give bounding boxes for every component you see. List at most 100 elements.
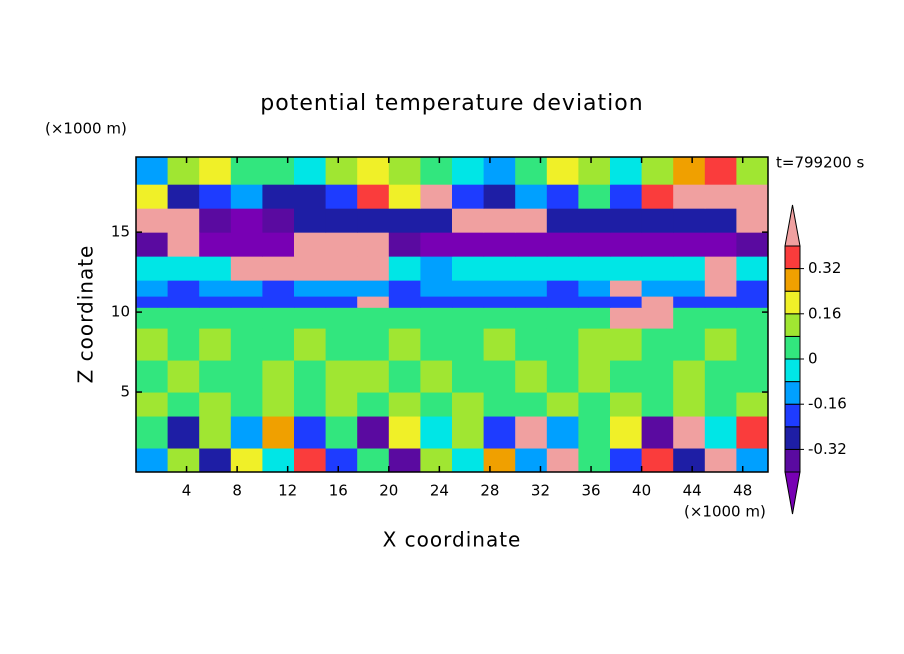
contour-cell: [641, 256, 674, 281]
contour-cell: [325, 184, 358, 209]
x-tick-label: 16: [329, 482, 348, 500]
contour-cell: [546, 280, 579, 297]
contour-cell: [136, 256, 169, 281]
contour-cell: [357, 307, 390, 329]
contour-cell: [262, 307, 295, 329]
contour-cell: [136, 208, 169, 233]
contour-cell: [546, 392, 579, 417]
contour-cell: [357, 280, 390, 297]
contour-cell: [357, 184, 390, 209]
contour-cell: [294, 208, 327, 233]
contour-cell: [546, 184, 579, 209]
contour-cell: [483, 256, 516, 281]
contour-cell: [325, 392, 358, 417]
contour-cell: [673, 416, 706, 449]
contour-cell: [704, 184, 737, 209]
contour-cell: [704, 296, 737, 308]
contour-cell: [230, 296, 263, 308]
colorbar-tick-label: -0.16: [808, 395, 847, 413]
contour-cell: [452, 280, 485, 297]
contour-cell: [325, 360, 358, 393]
contour-cell: [736, 360, 769, 393]
contour-cell: [641, 296, 674, 308]
contour-cell: [136, 448, 169, 473]
contour-cell: [294, 232, 327, 257]
contour-cell: [483, 360, 516, 393]
contour-cell: [167, 448, 200, 473]
contour-cell: [515, 307, 548, 329]
contour-cell: [230, 307, 263, 329]
y-tick-label: 10: [111, 303, 130, 321]
x-tick-label: 40: [632, 482, 651, 500]
contour-cell: [325, 256, 358, 281]
contour-cell: [610, 448, 643, 473]
contour-cell: [420, 360, 453, 393]
contour-cell: [578, 208, 611, 233]
contour-cell: [262, 232, 295, 257]
contour-cell: [388, 448, 421, 473]
contour-cell: [325, 448, 358, 473]
contour-cell: [357, 360, 390, 393]
contour-cell: [262, 296, 295, 308]
contour-cell: [483, 307, 516, 329]
contour-cell: [452, 296, 485, 308]
contour-cell: [736, 392, 769, 417]
contour-cell: [546, 360, 579, 393]
contour-cell: [736, 208, 769, 233]
contour-cell: [262, 328, 295, 361]
y-tick-label: 5: [120, 383, 130, 401]
contour-cell: [452, 448, 485, 473]
contour-cell: [230, 448, 263, 473]
y-tick-label: 15: [111, 223, 130, 241]
contour-cell: [294, 157, 327, 185]
contour-cell: [452, 328, 485, 361]
contour-cell: [199, 392, 232, 417]
contour-cell: [136, 328, 169, 361]
contour-cell: [199, 448, 232, 473]
x-tick-label: 4: [182, 482, 192, 500]
contour-cell: [262, 256, 295, 281]
contour-cell: [736, 448, 769, 473]
contour-cell: [420, 448, 453, 473]
contour-cell: [388, 184, 421, 209]
contour-cell: [167, 416, 200, 449]
colorbar: -0.32 -0.16 0 0.16 0.32: [784, 204, 847, 515]
contour-cell: [230, 208, 263, 233]
contour-cell: [388, 280, 421, 297]
contour-cell: [704, 328, 737, 361]
colorbar-box: [784, 245, 801, 270]
contour-cell: [641, 416, 674, 449]
contour-cell: [294, 360, 327, 393]
contour-cell: [388, 360, 421, 393]
contour-cell: [578, 184, 611, 209]
contour-cell: [610, 208, 643, 233]
contour-cell: [704, 232, 737, 257]
contour-cell: [641, 232, 674, 257]
contour-cell: [136, 392, 169, 417]
contour-cell: [420, 157, 453, 185]
contour-cell: [230, 328, 263, 361]
contour-cell: [388, 256, 421, 281]
contour-cell: [262, 280, 295, 297]
contour-cell: [673, 307, 706, 329]
time-label: t=799200 s: [776, 154, 864, 172]
contour-cell: [452, 208, 485, 233]
contour-cell: [199, 232, 232, 257]
contour-cell: [704, 280, 737, 297]
contour-cell: [136, 232, 169, 257]
contour-cell: [483, 448, 516, 473]
contour-cell: [388, 328, 421, 361]
contour-cell: [673, 232, 706, 257]
contour-cell: [673, 360, 706, 393]
contour-cell: [452, 392, 485, 417]
contour-cell: [230, 360, 263, 393]
contour-cell: [673, 448, 706, 473]
contour-cell: [136, 360, 169, 393]
contour-cell: [515, 232, 548, 257]
contour-cell: [673, 392, 706, 417]
contour-cell: [610, 256, 643, 281]
contour-cell: [641, 392, 674, 417]
x-unit: (×1000 m): [684, 503, 766, 521]
contour-cell: [704, 416, 737, 449]
contour-cell: [325, 307, 358, 329]
